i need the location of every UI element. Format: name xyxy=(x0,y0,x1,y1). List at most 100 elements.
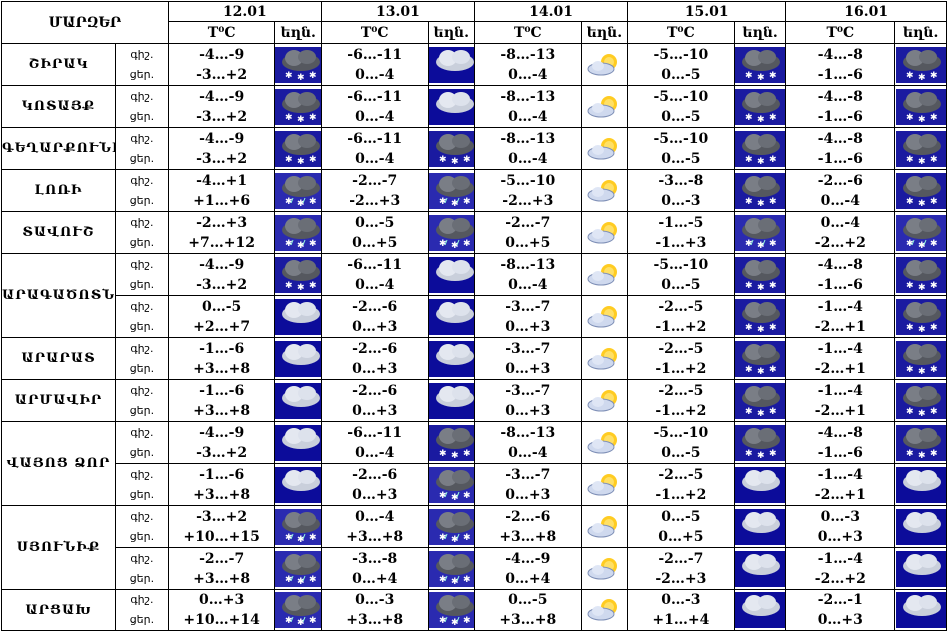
temperature-cell: -2…-6 0…+3 xyxy=(320,379,429,422)
temperature-cell: -4…-9 -3…+2 xyxy=(167,127,276,170)
temperature-cell: -8…-13 0…-4 xyxy=(473,253,582,296)
day-temp: 0…-4 xyxy=(820,192,860,209)
weather-cell: ✱ ✱ ✱ xyxy=(733,253,787,296)
weather-cell xyxy=(274,295,322,338)
svg-text:✱: ✱ xyxy=(757,367,765,377)
svg-text:✱: ✱ xyxy=(297,115,305,125)
night-temp: -2…-7 xyxy=(505,214,551,231)
snow-cloud-icon: ✱ ✱ ✱ xyxy=(275,88,321,125)
temperature-cell: -2…-7 -2…+3 xyxy=(627,547,735,590)
sun-cloud-icon xyxy=(587,473,618,495)
night-temp: -4…-8 xyxy=(817,424,863,441)
night-temp: -1…-6 xyxy=(199,382,245,399)
svg-text:✱: ✱ xyxy=(285,281,293,291)
svg-text:✱: ✱ xyxy=(745,449,753,459)
temperature-cell: -4…-9 -3…+2 xyxy=(167,421,276,464)
weather-cell: ✱ ✱ ✱ xyxy=(274,505,322,548)
cloud-icon xyxy=(429,256,474,293)
svg-text:✱: ✱ xyxy=(439,449,447,459)
svg-text:✱: ✱ xyxy=(309,155,317,165)
day-label: ցեր. xyxy=(129,361,155,375)
cloud-icon xyxy=(429,340,474,377)
day-night-labels: գիշ. ցեր. xyxy=(115,43,169,86)
svg-text:✱: ✱ xyxy=(297,157,305,167)
temperature-cell: -3…-8 0…+4 xyxy=(320,547,429,590)
day-temp: 0…-5 xyxy=(661,66,701,83)
night-label: գիշ. xyxy=(130,509,154,523)
day-label: ցեր. xyxy=(129,445,155,459)
svg-text:✱: ✱ xyxy=(757,73,765,83)
temperature-cell: -8…-13 0…-4 xyxy=(473,43,582,86)
night-temp: -2…-6 xyxy=(352,298,398,315)
weather-cell xyxy=(580,169,629,212)
temperature-cell: -1…-4 -2…+1 xyxy=(785,463,896,506)
snow-cloud-icon: ✱ ✱ ✱ xyxy=(895,88,946,125)
night-temp: -8…-13 xyxy=(500,130,556,147)
cloud-icon xyxy=(735,550,785,587)
temperature-cell: -1…-6 +3…+8 xyxy=(167,379,276,422)
svg-text:✱: ✱ xyxy=(918,325,926,335)
weather-cell xyxy=(274,421,322,464)
svg-text:✱: ✱ xyxy=(451,241,459,251)
day-temp: 0…+3 xyxy=(352,318,398,335)
temperature-cell: -2…-5 -1…+2 xyxy=(627,295,735,338)
region-name: ԳԵՂԱՐՔՈՒՆԻՔ xyxy=(0,127,117,170)
day-night-labels: գիշ. ցեր. xyxy=(115,127,169,170)
day-night-labels: գիշ. ցեր. xyxy=(115,463,169,506)
night-temp: -2…-5 xyxy=(658,298,704,315)
day-temp: -1…+2 xyxy=(655,402,707,419)
svg-text:✱: ✱ xyxy=(463,575,471,585)
day-temp: +10…+15 xyxy=(183,528,260,545)
night-temp: -2…-7 xyxy=(658,550,704,567)
night-temp: -3…-8 xyxy=(658,172,704,189)
region-name: ԱՐԱՐԱՏ xyxy=(0,337,117,380)
night-temp: -4…-9 xyxy=(199,424,245,441)
svg-text:✱: ✱ xyxy=(918,73,926,83)
day-label: ցեր. xyxy=(129,487,155,501)
temperature-cell: -6…-11 0…-4 xyxy=(320,85,429,128)
day-temp: 0…+3 xyxy=(817,528,863,545)
day-label: ցեր. xyxy=(129,235,155,249)
table-row: ԳԵՂԱՐՔՈՒՆԻՔ գիշ. ցեր. -4…-9 -3…+2 ✱ ✱ ✱ -6…-11 0…… xyxy=(0,127,947,170)
snow-cloud-icon: ✱ ✱ ✱ xyxy=(895,298,946,335)
sun-cloud-icon xyxy=(587,347,618,369)
night-temp: 0…-5 xyxy=(508,592,548,608)
cloud-icon xyxy=(895,550,946,587)
day-temp: -3…+2 xyxy=(196,150,248,167)
cloud-icon xyxy=(275,466,321,503)
temperature-cell: -5…-10 0…-5 xyxy=(627,85,735,128)
weather-cell: ✱ ✱ ✱ xyxy=(274,253,322,296)
day-temp: 0…+3 xyxy=(352,486,398,503)
svg-text:✱: ✱ xyxy=(285,155,293,165)
temp-header: T⁰C xyxy=(473,21,582,44)
svg-text:✱: ✱ xyxy=(906,71,914,81)
temperature-cell: -2…-6 0…+3 xyxy=(320,463,429,506)
weather-cell: ✱ ✱ ✱ xyxy=(894,337,947,380)
date-header: 15.01 xyxy=(627,1,787,22)
night-label: գիշ. xyxy=(130,89,154,103)
weather-cell: ✱ ✱ ✱ xyxy=(427,127,475,170)
svg-text:✱: ✱ xyxy=(757,241,765,251)
svg-text:✱: ✱ xyxy=(930,407,938,417)
svg-text:✱: ✱ xyxy=(757,283,765,293)
weather-cell xyxy=(427,379,475,422)
temperature-cell: -4…-8 -1…-6 xyxy=(785,43,896,86)
day-temp: 0…+4 xyxy=(505,570,551,587)
rain-snow-icon: ✱ ✱ ✱ xyxy=(429,550,474,587)
night-temp: -3…-8 xyxy=(352,550,398,567)
weather-cell xyxy=(894,547,947,590)
table-row: ՇԻՐԱԿ գիշ. ցեր. -4…-9 -3…+2 ✱ ✱ ✱ -6…-11 0…-4 -8…-… xyxy=(0,43,947,86)
sun-cloud-icon xyxy=(587,95,618,117)
day-night-labels: գիշ. ցեր. xyxy=(115,295,169,338)
date-header: 16.01 xyxy=(785,1,947,22)
svg-text:✱: ✱ xyxy=(451,618,459,628)
night-temp: -3…-7 xyxy=(505,466,551,483)
day-temp: -3…+2 xyxy=(196,276,248,293)
snow-cloud-icon: ✱ ✱ ✱ xyxy=(895,256,946,293)
weather-cell: ✱ ✱ ✱ xyxy=(274,85,322,128)
svg-text:✱: ✱ xyxy=(463,449,471,459)
cloud-icon xyxy=(895,508,946,545)
svg-text:✱: ✱ xyxy=(285,575,293,585)
svg-text:✱: ✱ xyxy=(439,491,447,501)
svg-text:✱: ✱ xyxy=(451,535,459,545)
